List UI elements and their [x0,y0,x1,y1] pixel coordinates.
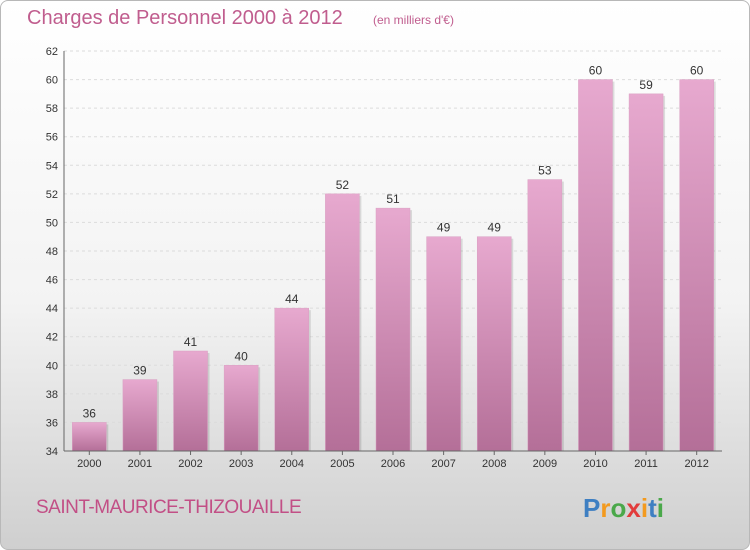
bar-value-label: 51 [386,192,400,206]
bar-value-label: 40 [234,349,248,363]
x-tick-label: 2010 [583,458,607,470]
y-tick-label: 54 [46,160,58,172]
bar-value-label: 44 [285,292,299,306]
bar-2003 [223,365,259,452]
proxiti-logo: Proxiti [583,493,664,523]
x-tick-label: 2006 [381,458,405,470]
bar-2012 [679,79,714,452]
y-tick-label: 50 [46,217,58,229]
x-tick-label: 2000 [77,458,101,470]
bar-value-label: 39 [133,364,147,378]
bar-2000 [72,422,107,452]
bar-value-label: 60 [589,64,603,78]
bar-value-label: 52 [336,178,350,192]
bar-value-label: 41 [184,335,198,349]
y-tick-label: 62 [46,46,58,58]
bar-value-label: 49 [488,221,502,235]
x-tick-label: 2001 [128,458,152,470]
bar-value-label: 59 [639,78,653,92]
bar-2008 [476,236,512,452]
x-tick-label: 2005 [330,458,354,470]
bar-value-label: 60 [690,64,704,78]
bar-2001 [122,379,158,452]
y-tick-label: 52 [46,189,58,201]
x-tick-label: 2011 [634,458,658,470]
y-tick-label: 58 [46,103,58,115]
bar-2006 [375,207,411,452]
labels-group: 34 36 38 40 42 44 46 48 50 52 54 56 58 60 62 36 2000 39 20… [46,46,709,470]
x-tick-label: 2008 [482,458,506,470]
bar-2002 [173,350,208,452]
y-tick-label: 40 [46,360,58,372]
x-tick-label: 2004 [280,458,304,470]
y-tick-label: 36 [46,417,58,429]
x-tick-label: 2007 [431,458,455,470]
y-tick-label: 34 [46,446,58,458]
bar-2005 [325,193,360,452]
axes-group [63,51,722,455]
bar-value-label: 53 [538,164,552,178]
bar-2004 [274,307,310,452]
x-tick-label: 2012 [684,458,708,470]
chart-subtitle: (en milliers d'€) [373,13,454,27]
bar-2009 [527,179,563,452]
svg-text:Proxiti: Proxiti [583,493,664,523]
bar-value-label: 49 [437,221,451,235]
bar-2011 [628,93,664,452]
y-tick-label: 48 [46,246,58,258]
y-tick-label: 44 [46,303,58,315]
location-name: SAINT-MAURICE-THIZOUAILLE [36,497,302,518]
x-tick-label: 2002 [178,458,202,470]
y-tick-label: 56 [46,132,58,144]
y-tick-label: 42 [46,332,58,344]
bars-group [72,79,716,452]
chart-title: Charges de Personnel 2000 à 2012 [27,7,343,29]
y-tick-label: 60 [46,75,58,87]
bar-2010 [578,79,613,452]
bar-2007 [426,236,461,452]
y-tick-label: 38 [46,389,58,401]
x-tick-label: 2003 [229,458,253,470]
y-tick-label: 46 [46,275,58,287]
bar-value-label: 36 [83,406,97,420]
x-tick-label: 2009 [533,458,557,470]
